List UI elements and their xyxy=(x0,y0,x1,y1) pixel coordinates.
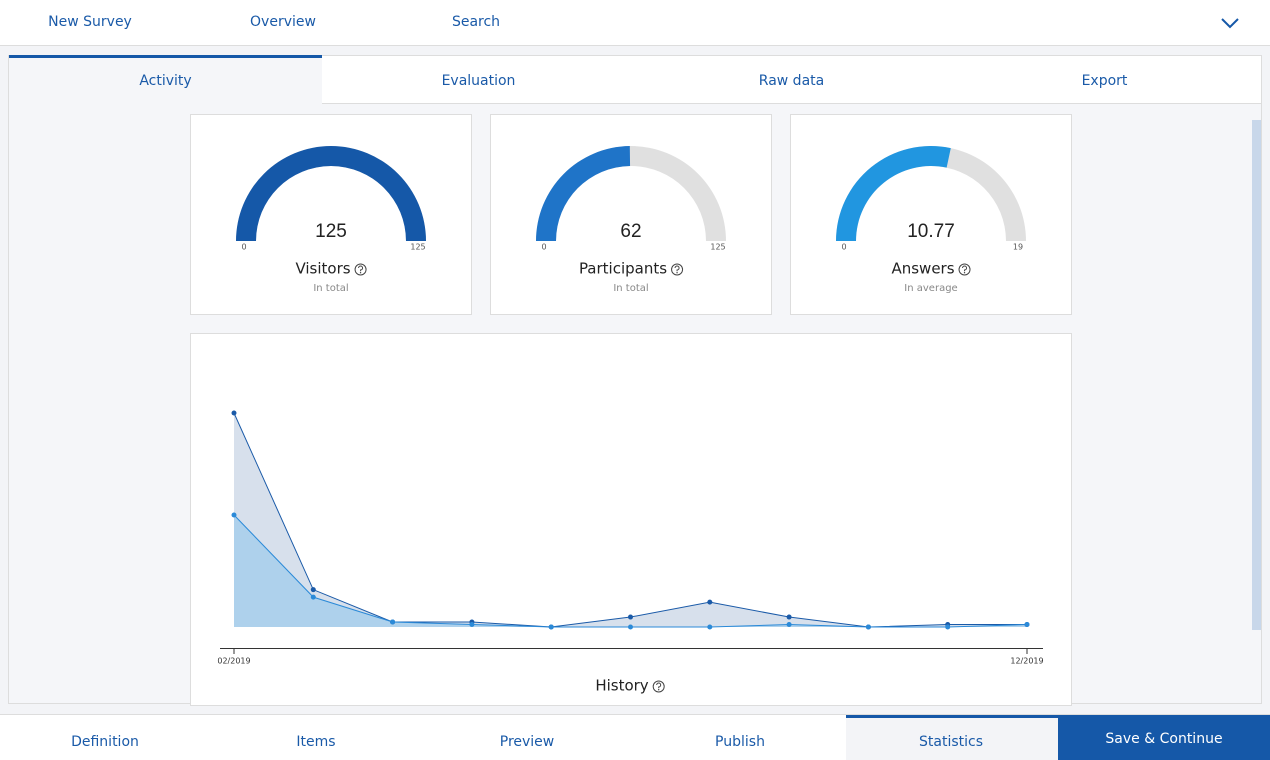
data-point[interactable] xyxy=(310,587,316,593)
gauge-value-arc xyxy=(836,146,951,241)
data-point[interactable] xyxy=(390,619,396,625)
history-card xyxy=(190,333,1072,706)
gauge-note: In average xyxy=(904,283,957,294)
save-button-label[interactable]: Save & Continue xyxy=(1105,731,1222,747)
help-icon-mark xyxy=(674,265,680,272)
gauge-value: 10.77 xyxy=(907,221,955,242)
help-icon[interactable] xyxy=(354,263,367,276)
menu-chevron[interactable] xyxy=(1221,18,1239,29)
chart-title: History xyxy=(595,677,648,695)
help-icon-dot xyxy=(359,272,362,274)
tab-label[interactable]: Activity xyxy=(139,73,191,89)
tab-label[interactable]: Export xyxy=(1082,73,1128,89)
help-icon-mark xyxy=(358,265,364,272)
help-icon[interactable] xyxy=(652,680,665,693)
gauge-value-arc xyxy=(536,146,631,241)
scrollbar[interactable] xyxy=(1252,120,1261,630)
step-link[interactable]: Items xyxy=(296,734,335,750)
help-icon[interactable] xyxy=(958,263,971,276)
gauge-label: Visitors xyxy=(295,260,350,278)
x-tick-label: 12/2019 xyxy=(1010,657,1043,666)
help-icon-dot xyxy=(963,272,966,274)
data-point[interactable] xyxy=(945,624,951,630)
data-point[interactable] xyxy=(865,624,871,630)
help-icon-mark xyxy=(962,265,967,272)
x-tick-label: 02/2019 xyxy=(217,657,250,666)
step-link[interactable]: Publish xyxy=(715,734,765,750)
nav-link[interactable]: Search xyxy=(452,14,500,30)
step-link[interactable]: Definition xyxy=(71,734,139,750)
help-icon-dot xyxy=(657,689,660,691)
tab[interactable] xyxy=(322,56,635,103)
gauge-note: In total xyxy=(313,283,348,294)
nav-link[interactable]: Overview xyxy=(250,14,316,30)
tab[interactable] xyxy=(635,56,948,103)
save-button[interactable] xyxy=(1058,715,1270,760)
area-fill xyxy=(234,515,1027,627)
gauge-min: 0 xyxy=(541,243,546,252)
step-active-bg xyxy=(846,715,1058,760)
gauge-label: Answers xyxy=(891,260,954,278)
gauge-value: 62 xyxy=(620,221,641,242)
gauge-value: 125 xyxy=(315,221,347,242)
help-icon-mark xyxy=(656,682,662,689)
data-point[interactable] xyxy=(310,594,316,600)
help-icon[interactable] xyxy=(671,263,684,276)
data-point[interactable] xyxy=(707,599,713,605)
step-indicator xyxy=(846,715,1058,718)
nav-link[interactable]: New Survey xyxy=(48,14,132,30)
gauge-note: In total xyxy=(613,283,648,294)
tab-label[interactable]: Raw data xyxy=(759,73,824,89)
data-point[interactable] xyxy=(628,624,633,630)
tab[interactable] xyxy=(948,56,1261,103)
help-icon-dot xyxy=(676,272,678,274)
data-point[interactable] xyxy=(786,622,792,628)
data-point[interactable] xyxy=(707,624,713,630)
top-bar xyxy=(0,0,1270,45)
gauge-max: 125 xyxy=(710,243,725,252)
gauge-label: Participants xyxy=(579,260,667,278)
gauge-value-arc xyxy=(236,146,426,241)
data-point[interactable] xyxy=(786,614,792,620)
tab-label[interactable]: Evaluation xyxy=(442,73,516,89)
step-link[interactable]: Preview xyxy=(500,734,555,750)
data-point[interactable] xyxy=(469,622,475,628)
data-point[interactable] xyxy=(548,624,554,630)
data-point[interactable] xyxy=(1024,622,1030,628)
data-point[interactable] xyxy=(628,614,633,620)
gauge-min: 0 xyxy=(841,243,846,252)
step-link[interactable]: Statistics xyxy=(919,734,983,750)
data-point[interactable] xyxy=(231,410,237,416)
gauge-min: 0 xyxy=(241,243,246,252)
tab[interactable] xyxy=(9,56,322,103)
gauge-max: 125 xyxy=(410,243,425,252)
data-point[interactable] xyxy=(231,512,237,518)
tab-indicator xyxy=(9,55,322,58)
gauge-max: 19 xyxy=(1013,243,1023,252)
